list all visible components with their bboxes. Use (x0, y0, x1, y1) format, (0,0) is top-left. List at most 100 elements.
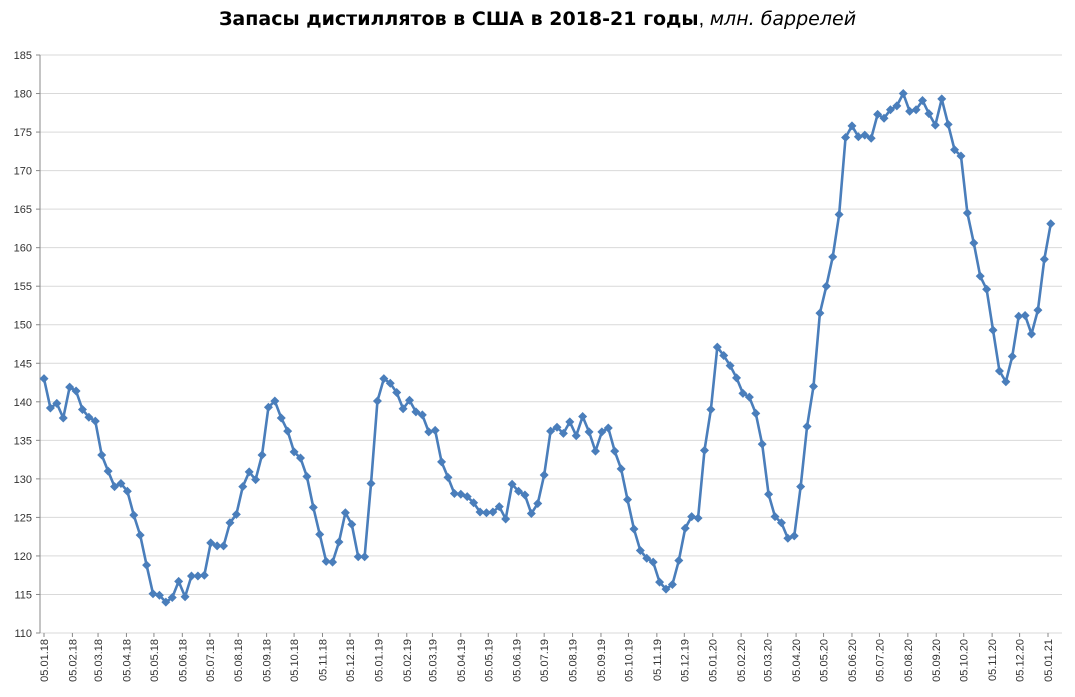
data-point-marker (405, 395, 415, 405)
data-point-marker (828, 252, 838, 262)
data-point-marker (488, 507, 498, 517)
y-tick-label: 145 (14, 358, 32, 370)
data-point-marker (71, 386, 81, 396)
data-point-marker (148, 589, 158, 599)
data-point-marker (975, 271, 985, 281)
data-point-marker (257, 450, 267, 460)
data-point-marker (328, 557, 338, 567)
data-point-marker (937, 94, 947, 104)
data-point-marker (462, 492, 472, 502)
x-tick-label: 05.03.18 (93, 639, 105, 682)
data-point-marker (648, 557, 658, 567)
data-point-marker (879, 113, 889, 123)
x-tick-label: 05.06.20 (847, 639, 859, 682)
data-point-marker (546, 426, 556, 436)
data-point-marker (834, 210, 844, 220)
data-point-marker (507, 479, 517, 489)
y-tick-label: 120 (14, 551, 32, 563)
data-point-marker (860, 130, 870, 140)
data-point-marker (719, 351, 729, 361)
data-point-marker (770, 512, 780, 522)
data-point-marker (1014, 311, 1024, 321)
data-point-marker (1033, 305, 1043, 315)
data-point-marker (437, 457, 447, 467)
data-point-marker (911, 105, 921, 115)
data-point-marker (353, 552, 363, 562)
x-tick-label: 05.07.18 (205, 639, 217, 682)
data-point-marker (699, 445, 709, 455)
x-tick-label: 05.01.18 (39, 639, 51, 682)
data-point-marker (885, 105, 895, 115)
data-point-marker (116, 478, 126, 488)
data-point-marker (45, 403, 55, 413)
data-point-marker (302, 472, 312, 482)
data-point-marker (90, 416, 100, 426)
x-tick-label: 05.11.19 (652, 639, 664, 681)
data-point-marker (110, 482, 120, 492)
x-tick-label: 05.06.18 (177, 639, 189, 682)
data-point-marker (129, 510, 139, 520)
data-point-marker (892, 101, 902, 111)
data-point-marker (475, 507, 485, 517)
data-point-marker (263, 402, 273, 412)
data-point-marker (571, 431, 581, 441)
data-point-marker (732, 373, 742, 383)
data-point-marker (430, 425, 440, 435)
x-tick-label: 05.01.19 (373, 639, 385, 682)
data-point-marker (417, 410, 427, 420)
x-tick-label: 05.10.19 (623, 639, 635, 682)
data-point-marker (366, 478, 376, 488)
data-point-marker (276, 413, 286, 423)
chart-title: Запасы дистиллятов в США в 2018-21 годы,… (0, 8, 1075, 31)
data-point-marker (84, 412, 94, 422)
data-point-marker (616, 464, 626, 474)
data-point-marker (667, 579, 677, 589)
data-point-marker (988, 325, 998, 335)
data-point-marker (103, 466, 113, 476)
data-point-marker (481, 508, 491, 518)
data-point-marker (161, 597, 171, 607)
data-point-marker (219, 541, 229, 551)
data-point-marker (315, 529, 325, 539)
x-tick-label: 05.11.20 (987, 639, 999, 681)
data-point-marker (969, 238, 979, 248)
x-tick-label: 05.01.20 (708, 639, 720, 682)
data-point-marker (180, 592, 190, 602)
x-tick-label: 05.05.20 (819, 639, 831, 682)
data-point-marker (174, 576, 184, 586)
data-point-marker (764, 489, 774, 499)
y-tick-label: 160 (14, 243, 32, 255)
data-point-marker (943, 119, 953, 129)
data-point-marker (744, 392, 754, 402)
data-point-marker (1007, 351, 1017, 361)
data-point-marker (815, 308, 825, 318)
series-distillate-stocks (39, 89, 1056, 607)
data-point-marker (1027, 329, 1037, 339)
data-point-marker (821, 281, 831, 291)
data-point-marker (565, 417, 575, 427)
data-point-marker (712, 342, 722, 352)
y-tick-label: 135 (14, 435, 32, 447)
data-point-marker (796, 482, 806, 492)
data-point-marker (584, 427, 594, 437)
data-point-marker (776, 518, 786, 528)
data-point-marker (853, 132, 863, 142)
data-point-marker (693, 513, 703, 523)
data-point-marker (270, 396, 280, 406)
data-point-marker (635, 546, 645, 556)
data-point-marker (930, 120, 940, 130)
data-point-marker (962, 208, 972, 218)
data-point-marker (738, 388, 748, 398)
data-point-marker (251, 475, 261, 485)
x-tick-label: 05.02.19 (402, 639, 414, 682)
y-tick-label: 180 (14, 89, 32, 101)
data-point-marker (757, 439, 767, 449)
data-point-marker (526, 509, 536, 519)
data-point-marker (308, 502, 318, 512)
x-axis-ticks: 05.01.18 05.02.18 05.03.18 05.04.18 05.05.18… (39, 633, 1055, 682)
data-point-marker (706, 405, 716, 415)
y-tick-label: 175 (14, 127, 32, 139)
data-point-marker (289, 447, 299, 457)
data-point-marker (244, 467, 254, 477)
data-point-marker (65, 382, 75, 392)
